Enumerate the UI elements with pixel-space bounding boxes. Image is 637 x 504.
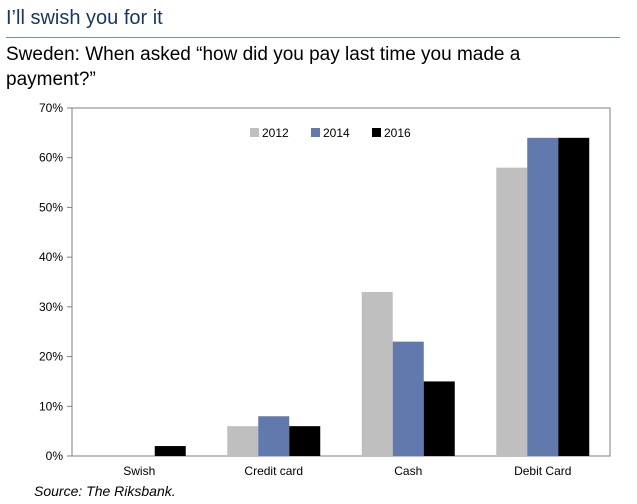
legend-label-2012: 2012 xyxy=(262,126,289,140)
bar-2014-debit-card xyxy=(527,137,559,457)
legend-swatch-2016 xyxy=(372,128,381,137)
y-tick-label: 40% xyxy=(39,250,63,264)
bar-2014-credit-card xyxy=(258,416,290,456)
bar-2012-cash xyxy=(361,291,393,456)
plot-frame xyxy=(71,107,611,457)
x-category-label: Credit card xyxy=(244,464,303,478)
bar-2012-credit-card xyxy=(227,426,259,456)
bar-2016-credit-card xyxy=(289,426,321,456)
y-tick-label: 20% xyxy=(39,350,63,364)
x-category-label: Cash xyxy=(394,464,422,478)
legend-swatch-2012 xyxy=(250,128,259,137)
x-category-label: Debit Card xyxy=(514,464,571,478)
bar-2014-cash xyxy=(392,341,424,456)
bar-2016-cash xyxy=(423,381,455,456)
y-tick-label: 10% xyxy=(39,399,63,413)
legend-swatch-2014 xyxy=(311,128,320,137)
bar-2012-debit-card xyxy=(496,167,528,456)
y-tick-label: 60% xyxy=(39,151,63,165)
chart-title: I’ll swish you for it xyxy=(6,7,163,29)
y-tick-label: 30% xyxy=(39,300,63,314)
y-tick-label: 50% xyxy=(39,200,63,214)
source-note: Source: The Riksbank. xyxy=(34,483,176,499)
legend-label-2014: 2014 xyxy=(323,126,350,140)
chart-subtitle: Sweden: When asked “how did you pay last… xyxy=(6,44,521,90)
bar-2016-debit-card xyxy=(558,137,590,457)
x-category-label: Swish xyxy=(123,464,155,478)
bar-2016-swish xyxy=(154,446,186,456)
legend-label-2016: 2016 xyxy=(384,126,411,140)
title-divider xyxy=(6,37,620,38)
y-tick-label: 0% xyxy=(46,449,64,463)
y-tick-label: 70% xyxy=(39,101,63,115)
